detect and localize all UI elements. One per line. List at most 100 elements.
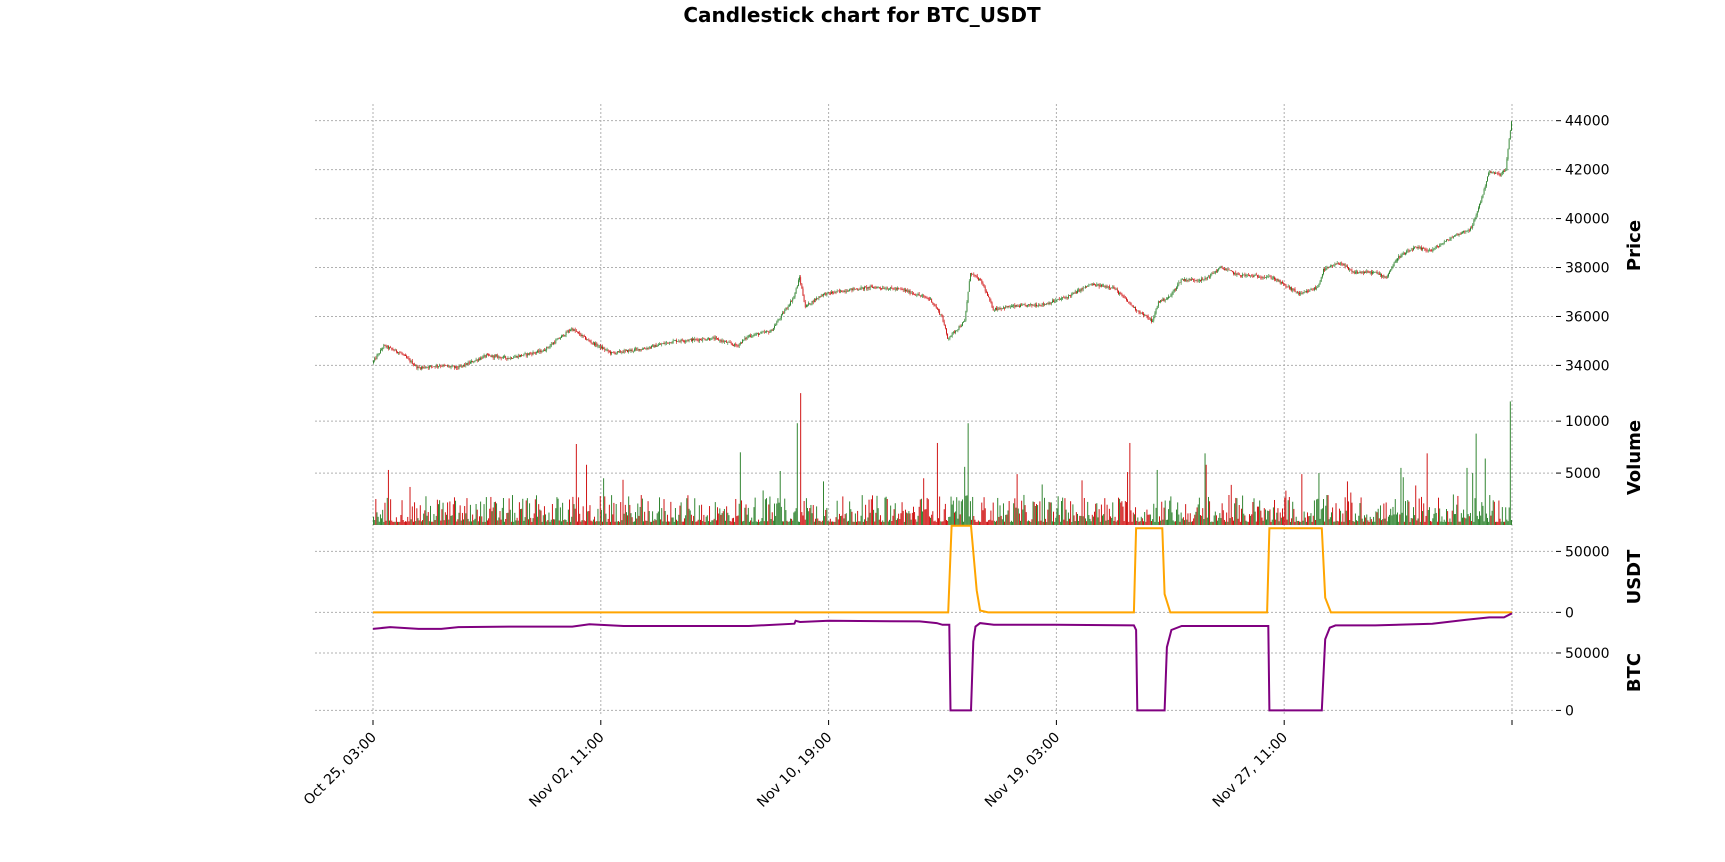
candle-body: [1426, 250, 1428, 251]
candle-body: [1241, 275, 1242, 277]
candle-body: [521, 354, 523, 356]
candle-body: [704, 338, 706, 341]
volume-bar: [1077, 513, 1078, 525]
volume-bar: [906, 512, 908, 525]
volume-bar: [510, 521, 512, 525]
volume-bar: [646, 520, 648, 525]
candle-body: [629, 349, 631, 351]
candle-body: [696, 339, 698, 340]
volume-bar: [386, 497, 388, 525]
volume-bar: [1138, 521, 1140, 525]
volume-bar: [802, 515, 804, 525]
candle-body: [804, 301, 806, 308]
volume-bar: [598, 521, 600, 525]
candle-body: [391, 347, 393, 350]
candle-body: [637, 348, 639, 350]
candle-body: [1154, 313, 1156, 317]
volume-bar: [382, 509, 384, 525]
volume-bar: [639, 506, 641, 525]
candle-body: [801, 283, 803, 289]
volume-bar: [1094, 511, 1096, 525]
candle-body: [1015, 305, 1017, 307]
candle-body: [1140, 312, 1142, 314]
volume-bar: [1261, 517, 1263, 525]
candle-body: [1508, 139, 1510, 150]
candle-body: [990, 300, 992, 303]
candle-body: [1121, 293, 1123, 296]
volume-bar: [1377, 508, 1379, 525]
candle-body: [1008, 306, 1010, 308]
candle-body: [730, 342, 732, 344]
volume-bar: [569, 499, 570, 525]
candle-body: [1315, 287, 1316, 289]
volume-bar: [391, 520, 393, 525]
candle-body: [889, 288, 890, 290]
volume-bar: [1220, 518, 1222, 525]
volume-bar: [1337, 521, 1339, 525]
volume-bar: [1210, 521, 1212, 525]
candle-body: [697, 339, 699, 341]
volume-bar: [502, 498, 504, 525]
candle-body: [1242, 274, 1244, 277]
volume-bar: [1008, 501, 1010, 525]
candle-body: [993, 309, 995, 311]
volume-bar: [1041, 484, 1043, 525]
candle-body: [720, 340, 722, 342]
volume-bar: [1215, 515, 1217, 525]
candle-body: [766, 331, 767, 332]
candle-body: [679, 341, 681, 342]
volume-bar: [439, 500, 441, 525]
candle-body: [915, 294, 917, 296]
candle-body: [505, 356, 507, 359]
volume-bar: [504, 521, 506, 525]
volume-bar: [966, 495, 968, 525]
candle-body: [850, 288, 852, 290]
candle-body: [974, 274, 976, 276]
candle-body: [981, 279, 983, 283]
volume-bar: [581, 520, 583, 525]
candle-body: [539, 350, 541, 352]
candle-body: [1139, 312, 1141, 314]
candle-body: [1392, 266, 1394, 269]
volume-bar: [1466, 467, 1468, 525]
candle-body: [682, 340, 684, 342]
volume-bar: [611, 495, 613, 525]
candle-body: [1100, 284, 1102, 287]
candle-body: [457, 368, 459, 369]
candle-body: [988, 295, 990, 298]
volume-bar: [1166, 519, 1168, 525]
volume-bar: [973, 516, 975, 525]
volume-bar: [1251, 514, 1253, 525]
volume-bar: [1012, 521, 1014, 525]
candle-body: [991, 302, 993, 308]
volume-bar: [688, 508, 690, 525]
candle-body: [1072, 292, 1074, 294]
volume-bar: [1303, 511, 1305, 525]
candle-body: [989, 297, 991, 301]
candle-body: [876, 287, 878, 289]
candle-body: [1415, 246, 1417, 248]
volume-bar: [917, 515, 919, 525]
candle-body: [1488, 173, 1490, 177]
volume-bar: [427, 512, 429, 525]
volume-bar: [908, 511, 910, 525]
candle-body: [459, 366, 461, 367]
volume-bar: [1069, 518, 1070, 525]
volume-bar: [1461, 517, 1463, 525]
candle-body: [501, 357, 503, 359]
candle-body: [1375, 271, 1377, 273]
candle-body: [1239, 275, 1241, 276]
candle-body: [1462, 232, 1463, 233]
volume-bar: [1203, 518, 1205, 525]
volume-bar: [1082, 516, 1084, 525]
candle-body: [837, 290, 839, 292]
volume-bar: [638, 515, 640, 525]
candle-body: [1456, 234, 1458, 235]
candle-body: [400, 352, 402, 354]
candle-body: [1418, 247, 1420, 249]
candle-body: [383, 344, 385, 349]
candle-body: [1283, 283, 1285, 285]
candle-body: [880, 287, 881, 289]
candle-body: [1507, 149, 1509, 160]
candle-body: [1138, 310, 1140, 313]
